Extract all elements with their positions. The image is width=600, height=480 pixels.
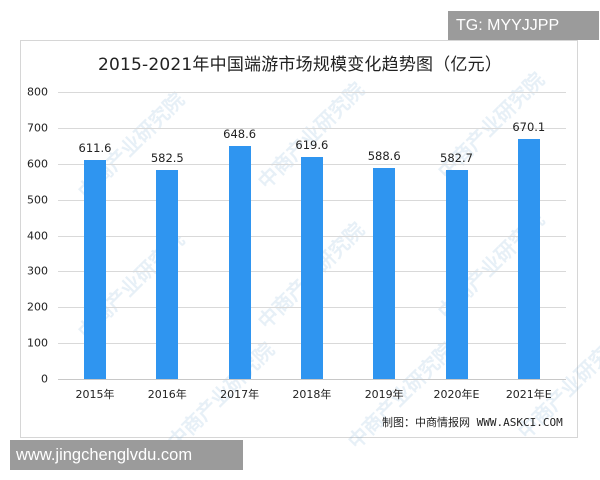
gridline — [58, 128, 566, 129]
value-label: 611.6 — [78, 140, 112, 155]
y-tick-label: 400 — [27, 229, 48, 243]
chart-frame — [20, 40, 578, 438]
x-tick-label: 2021年E — [505, 388, 552, 401]
value-label: 670.1 — [512, 119, 546, 134]
x-tick-label: 2015年 — [75, 388, 115, 401]
y-tick-label: 0 — [41, 372, 48, 386]
x-tick-label: 2019年 — [364, 388, 404, 401]
x-tick-label: 2018年 — [292, 388, 332, 401]
bar-2 — [156, 170, 179, 379]
y-tick-label: 100 — [27, 336, 48, 350]
gridline — [58, 92, 566, 93]
bar-4 — [300, 156, 323, 379]
y-tick-label: 800 — [27, 85, 48, 99]
value-label: 588.6 — [367, 148, 401, 163]
bar-7 — [517, 138, 540, 379]
gridline — [58, 379, 566, 380]
x-tick-label: 2016年 — [147, 388, 187, 401]
chart-title: 2015-2021年中国端游市场规模变化趋势图（亿元） — [97, 55, 503, 75]
y-tick-label: 600 — [27, 157, 48, 171]
x-tick-label: 2017年 — [220, 388, 260, 401]
value-label: 648.6 — [223, 127, 257, 142]
x-tick-label: 2020年E — [433, 388, 480, 401]
y-tick-label: 700 — [27, 121, 48, 135]
value-label: 619.6 — [295, 137, 329, 152]
bar-6 — [445, 169, 468, 379]
bar-1 — [84, 159, 106, 379]
watermark-bottom-left: www.jingchenglvdu.com — [10, 440, 243, 470]
value-label: 582.5 — [150, 151, 184, 166]
y-tick-label: 500 — [27, 193, 48, 207]
source-note: 制图：中商情报网 WWW.ASKCI.COM — [382, 416, 563, 429]
bar-3 — [228, 146, 251, 379]
bar-5 — [373, 167, 396, 379]
y-tick-label: 200 — [27, 300, 48, 314]
y-tick-label: 300 — [27, 264, 48, 278]
value-label: 582.7 — [440, 150, 473, 165]
watermark-top-right: TG: MYYJJPP — [448, 11, 599, 40]
